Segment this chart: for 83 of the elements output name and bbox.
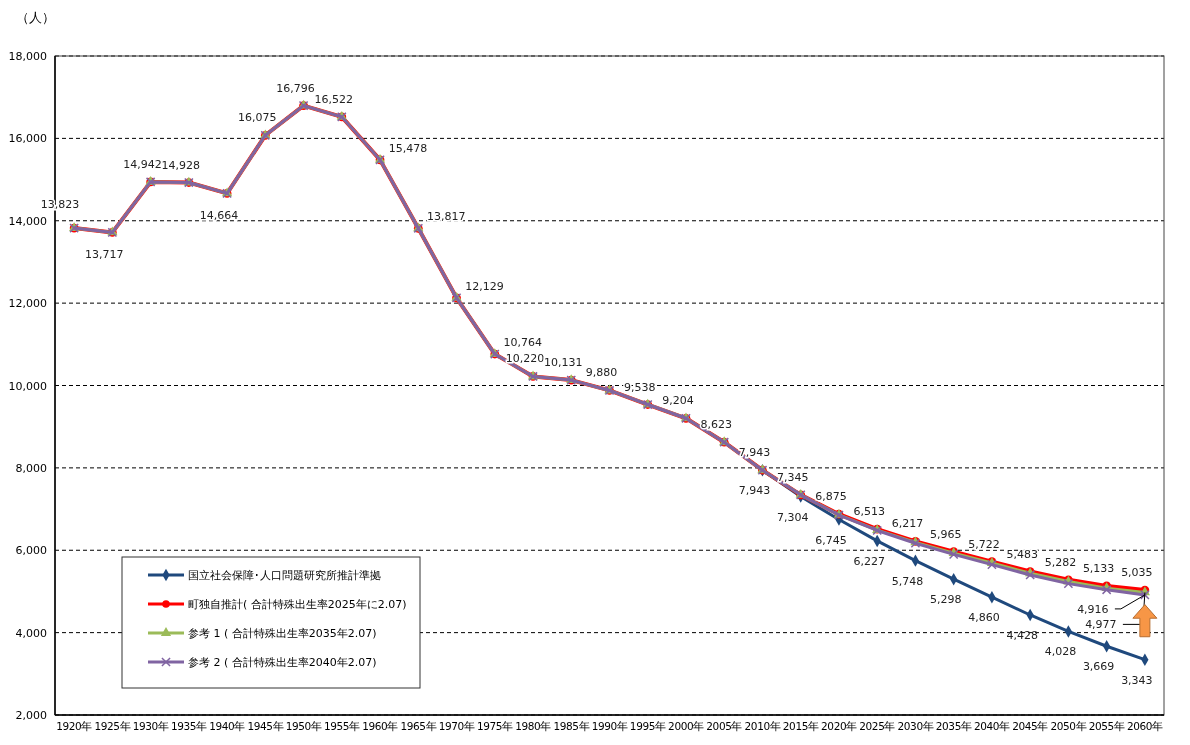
data-label: 13,817 — [427, 210, 466, 224]
y-tick-label: 2,000 — [15, 709, 47, 722]
data-label: 4,977 — [1085, 618, 1117, 632]
data-label: 4,860 — [968, 611, 1000, 625]
x-tick-label: 1945年 — [247, 720, 284, 732]
data-label: 5,133 — [1082, 561, 1115, 575]
data-label: 5,282 — [1044, 555, 1077, 569]
y-tick-label: 4,000 — [15, 626, 47, 640]
x-tick-label: 1985年 — [553, 720, 590, 732]
data-label: 6,227 — [853, 554, 885, 568]
x-tick-label: 1935年 — [170, 720, 208, 732]
data-label: 10,764 — [503, 336, 543, 350]
x-tick-label: 1965年 — [400, 720, 437, 732]
x-tick-label: 2025年 — [859, 720, 896, 732]
data-label: 5,722 — [968, 537, 1000, 551]
data-label: 7,304 — [776, 510, 809, 524]
y-tick-label: 14,000 — [8, 214, 47, 228]
legend-label: 参考 2 ( 合計特殊出生率2040年2.07) — [188, 656, 377, 669]
data-label: 16,075 — [238, 111, 277, 125]
x-tick-label: 1975年 — [476, 720, 514, 732]
y-axis-title: （人） — [16, 10, 55, 25]
x-tick-label: 1955年 — [323, 720, 361, 732]
x-tick-label: 2010年 — [744, 720, 781, 732]
data-label: 6,513 — [853, 505, 885, 519]
data-label: 6,875 — [815, 490, 847, 504]
data-label: 6,217 — [891, 517, 924, 531]
x-tick-label: 1920年 — [56, 720, 93, 732]
x-tick-label: 2045年 — [1012, 720, 1049, 732]
data-label: 7,943 — [738, 446, 771, 460]
x-tick-label: 1970年 — [438, 720, 475, 732]
data-label: 7,345 — [776, 470, 809, 484]
x-tick-label: 1990年 — [591, 720, 628, 732]
data-label: 9,204 — [662, 394, 694, 408]
data-label: 5,748 — [891, 574, 924, 588]
x-tick-label: 1960年 — [362, 720, 399, 732]
x-tick-label: 2060年 — [1127, 720, 1164, 732]
data-label: 6,745 — [815, 533, 847, 547]
x-tick-label: 1980年 — [515, 720, 552, 732]
legend-label: 町独自推計( 合計特殊出生率2025年に2.07) — [188, 598, 407, 611]
x-tick-label: 1950年 — [285, 720, 322, 732]
x-tick-label: 2020年 — [821, 720, 858, 732]
y-tick-label: 18,000 — [8, 50, 47, 63]
data-label: 10,220 — [505, 352, 545, 366]
data-label: 16,522 — [314, 92, 354, 106]
data-label: 9,538 — [623, 380, 656, 394]
y-tick-label: 12,000 — [8, 297, 47, 311]
data-label: 4,916 — [1077, 602, 1109, 616]
data-label: 5,035 — [1121, 566, 1153, 579]
y-tick-label: 10,000 — [8, 379, 47, 393]
x-tick-label: 2015年 — [782, 720, 819, 732]
x-tick-label: 2005年 — [706, 720, 743, 732]
data-label: 14,928 — [161, 158, 201, 172]
legend-label: 国立社会保障･人口問題研究所推計準拠 — [188, 569, 381, 582]
data-label: 15,478 — [388, 141, 428, 155]
x-tick-label: 1930年 — [132, 720, 169, 732]
x-tick-label: 1995年 — [629, 720, 666, 732]
y-tick-label: 16,000 — [8, 132, 47, 146]
y-tick-label: 6,000 — [15, 544, 47, 558]
x-tick-label: 2000年 — [668, 720, 705, 732]
data-label: 14,942 — [123, 157, 162, 171]
data-label: 7,943 — [738, 484, 771, 498]
data-label: 5,298 — [929, 593, 962, 607]
x-tick-label: 2030年 — [897, 720, 934, 732]
data-label: 12,129 — [465, 279, 504, 293]
data-label: 5,483 — [1006, 547, 1038, 561]
y-tick-label: 8,000 — [15, 461, 47, 475]
data-label: 14,664 — [199, 209, 239, 223]
data-label: 9,880 — [585, 366, 618, 380]
x-tick-label: 2035年 — [935, 720, 972, 732]
data-label: 3,669 — [1082, 660, 1115, 674]
data-label: 8,623 — [700, 418, 732, 432]
data-label: 13,717 — [85, 248, 124, 262]
x-tick-label: 1925年 — [94, 720, 131, 732]
x-tick-label: 2055年 — [1088, 720, 1125, 732]
data-label: 3,343 — [1121, 673, 1153, 687]
x-tick-label: 2040年 — [974, 720, 1011, 732]
legend-label: 参考 1 ( 合計特殊出生率2035年2.07) — [188, 627, 377, 640]
data-label: 10,131 — [544, 356, 583, 370]
data-label: 5,965 — [929, 527, 962, 541]
x-tick-label: 2050年 — [1050, 720, 1087, 732]
x-tick-label: 1940年 — [209, 720, 246, 732]
data-label: 16,796 — [276, 81, 315, 95]
data-label: 4,028 — [1044, 645, 1077, 659]
